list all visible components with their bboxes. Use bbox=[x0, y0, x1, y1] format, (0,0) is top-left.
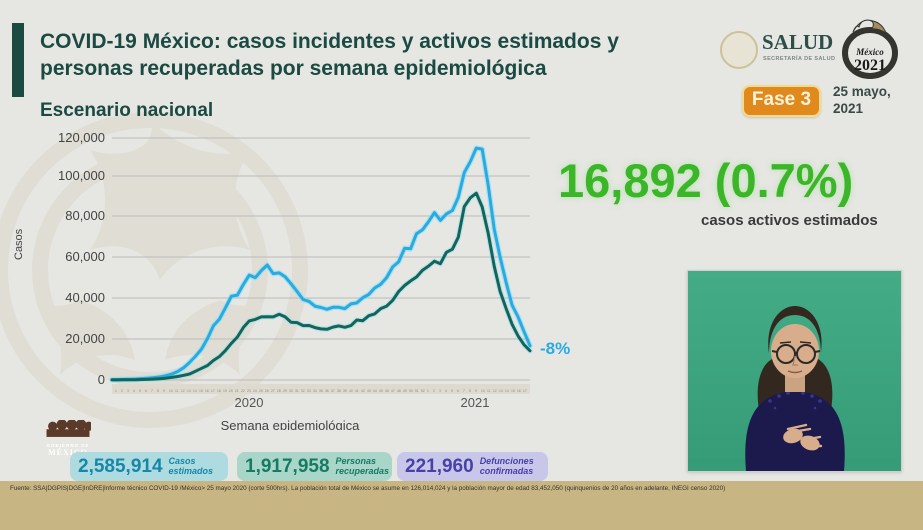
svg-text:51: 51 bbox=[415, 389, 419, 393]
svg-text:2020: 2020 bbox=[235, 395, 264, 410]
svg-text:0: 0 bbox=[98, 372, 105, 387]
svg-text:1: 1 bbox=[115, 389, 117, 393]
svg-text:48: 48 bbox=[397, 389, 401, 393]
svg-text:17: 17 bbox=[523, 389, 527, 393]
svg-text:20: 20 bbox=[229, 389, 233, 393]
svg-text:13: 13 bbox=[187, 389, 191, 393]
svg-text:Casos: Casos bbox=[13, 228, 25, 260]
svg-text:18: 18 bbox=[217, 389, 221, 393]
svg-text:6: 6 bbox=[457, 389, 459, 393]
svg-text:80,000: 80,000 bbox=[65, 208, 105, 223]
svg-text:2: 2 bbox=[433, 389, 435, 393]
svg-text:29: 29 bbox=[283, 389, 287, 393]
svg-text:9: 9 bbox=[475, 389, 477, 393]
svg-text:37: 37 bbox=[331, 389, 335, 393]
svg-text:24: 24 bbox=[253, 389, 257, 393]
svg-text:15: 15 bbox=[511, 389, 515, 393]
svg-text:16: 16 bbox=[205, 389, 209, 393]
svg-text:13: 13 bbox=[499, 389, 503, 393]
svg-text:3: 3 bbox=[439, 389, 441, 393]
svg-text:12: 12 bbox=[493, 389, 497, 393]
svg-text:43: 43 bbox=[367, 389, 371, 393]
svg-text:17: 17 bbox=[211, 389, 215, 393]
svg-text:16: 16 bbox=[517, 389, 521, 393]
svg-text:32: 32 bbox=[301, 389, 305, 393]
svg-text:8: 8 bbox=[157, 389, 159, 393]
svg-text:5: 5 bbox=[139, 389, 141, 393]
svg-text:7: 7 bbox=[151, 389, 153, 393]
svg-text:15: 15 bbox=[199, 389, 203, 393]
svg-text:10: 10 bbox=[169, 389, 173, 393]
svg-text:47: 47 bbox=[391, 389, 395, 393]
svg-text:11: 11 bbox=[487, 389, 491, 393]
svg-text:8: 8 bbox=[469, 389, 471, 393]
svg-text:-8%: -8% bbox=[540, 339, 570, 358]
svg-text:9: 9 bbox=[163, 389, 165, 393]
svg-text:33: 33 bbox=[307, 389, 311, 393]
svg-text:31: 31 bbox=[295, 389, 299, 393]
svg-text:40,000: 40,000 bbox=[65, 290, 105, 305]
svg-text:7: 7 bbox=[463, 389, 465, 393]
svg-text:30: 30 bbox=[289, 389, 293, 393]
svg-text:2021: 2021 bbox=[461, 395, 490, 410]
svg-text:100,000: 100,000 bbox=[58, 168, 105, 183]
svg-text:44: 44 bbox=[373, 389, 377, 393]
svg-text:2: 2 bbox=[121, 389, 123, 393]
svg-text:41: 41 bbox=[355, 389, 359, 393]
svg-text:2021: 2021 bbox=[854, 57, 886, 74]
svg-text:20,000: 20,000 bbox=[65, 331, 105, 346]
svg-text:60,000: 60,000 bbox=[65, 249, 105, 264]
svg-text:38: 38 bbox=[337, 389, 341, 393]
svg-text:42: 42 bbox=[361, 389, 365, 393]
svg-text:4: 4 bbox=[133, 389, 135, 393]
svg-text:1: 1 bbox=[427, 389, 429, 393]
svg-text:19: 19 bbox=[223, 389, 227, 393]
svg-text:49: 49 bbox=[403, 389, 407, 393]
svg-text:5: 5 bbox=[451, 389, 453, 393]
svg-text:35: 35 bbox=[319, 389, 323, 393]
svg-text:6: 6 bbox=[145, 389, 147, 393]
svg-text:12: 12 bbox=[181, 389, 185, 393]
svg-text:39: 39 bbox=[343, 389, 347, 393]
svg-text:4: 4 bbox=[445, 389, 447, 393]
svg-text:14: 14 bbox=[505, 389, 509, 393]
svg-text:52: 52 bbox=[421, 389, 425, 393]
svg-text:México: México bbox=[855, 47, 884, 57]
svg-text:3: 3 bbox=[127, 389, 129, 393]
svg-text:36: 36 bbox=[325, 389, 329, 393]
svg-text:10: 10 bbox=[481, 389, 485, 393]
svg-text:120,000: 120,000 bbox=[58, 130, 105, 145]
svg-text:11: 11 bbox=[175, 389, 179, 393]
svg-text:46: 46 bbox=[385, 389, 389, 393]
svg-text:23: 23 bbox=[247, 389, 251, 393]
svg-text:22: 22 bbox=[241, 389, 245, 393]
svg-text:14: 14 bbox=[193, 389, 197, 393]
svg-text:40: 40 bbox=[349, 389, 353, 393]
svg-text:27: 27 bbox=[271, 389, 275, 393]
svg-text:28: 28 bbox=[277, 389, 281, 393]
svg-text:45: 45 bbox=[379, 389, 383, 393]
svg-text:50: 50 bbox=[409, 389, 413, 393]
svg-text:26: 26 bbox=[265, 389, 269, 393]
svg-text:Semana epidemiológica: Semana epidemiológica bbox=[221, 418, 361, 430]
svg-text:21: 21 bbox=[235, 389, 239, 393]
svg-text:25: 25 bbox=[259, 389, 263, 393]
svg-text:34: 34 bbox=[313, 389, 317, 393]
